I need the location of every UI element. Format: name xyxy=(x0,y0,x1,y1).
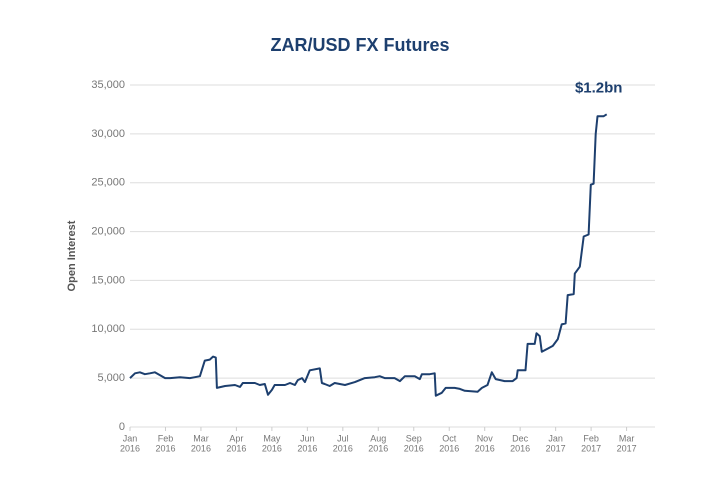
y-tick-label: 10,000 xyxy=(91,323,125,335)
annotation: $1.2bn xyxy=(575,79,623,96)
x-tick-label: 2016 xyxy=(510,443,530,453)
y-tick-label: 5,000 xyxy=(97,372,125,384)
x-tick-label: 2017 xyxy=(581,443,601,453)
x-tick-label: Apr xyxy=(229,433,243,443)
x-tick-label: Jan xyxy=(123,433,138,443)
x-tick-label: 2016 xyxy=(297,443,317,453)
x-tick-label: 2016 xyxy=(475,443,495,453)
x-tick-label: Jul xyxy=(337,433,349,443)
x-tick-label: 2016 xyxy=(368,443,388,453)
x-tick-label: 2016 xyxy=(226,443,246,453)
x-tick-label: 2016 xyxy=(439,443,459,453)
y-tick-label: 20,000 xyxy=(91,225,125,237)
x-tick-label: 2017 xyxy=(546,443,566,453)
x-tick-label: Feb xyxy=(583,433,599,443)
x-tick-label: 2017 xyxy=(617,443,637,453)
y-tick-label: 30,000 xyxy=(91,128,125,140)
x-tick-label: Mar xyxy=(193,433,209,443)
x-tick-label: Mar xyxy=(619,433,635,443)
x-tick-label: 2016 xyxy=(404,443,424,453)
x-tick-label: 2016 xyxy=(120,443,140,453)
chart-title: ZAR/USD FX Futures xyxy=(270,35,449,55)
y-axis-label: Open Interest xyxy=(66,220,78,291)
x-tick-label: 2016 xyxy=(333,443,353,453)
x-tick-label: Jan xyxy=(548,433,563,443)
x-tick-label: Oct xyxy=(442,433,457,443)
x-tick-label: Feb xyxy=(158,433,174,443)
x-tick-label: 2016 xyxy=(155,443,175,453)
x-tick-label: Dec xyxy=(512,433,529,443)
x-tick-label: 2016 xyxy=(191,443,211,453)
y-tick-label: 15,000 xyxy=(91,274,125,286)
x-tick-label: Sep xyxy=(406,433,422,443)
y-tick-label: 25,000 xyxy=(91,177,125,189)
y-tick-label: 35,000 xyxy=(91,79,125,91)
x-tick-label: Jun xyxy=(300,433,315,443)
y-tick-label: 0 xyxy=(119,421,125,433)
x-tick-label: Aug xyxy=(370,433,386,443)
x-tick-label: May xyxy=(263,433,281,443)
x-tick-label: Nov xyxy=(477,433,494,443)
x-tick-label: 2016 xyxy=(262,443,282,453)
data-line xyxy=(129,113,608,397)
